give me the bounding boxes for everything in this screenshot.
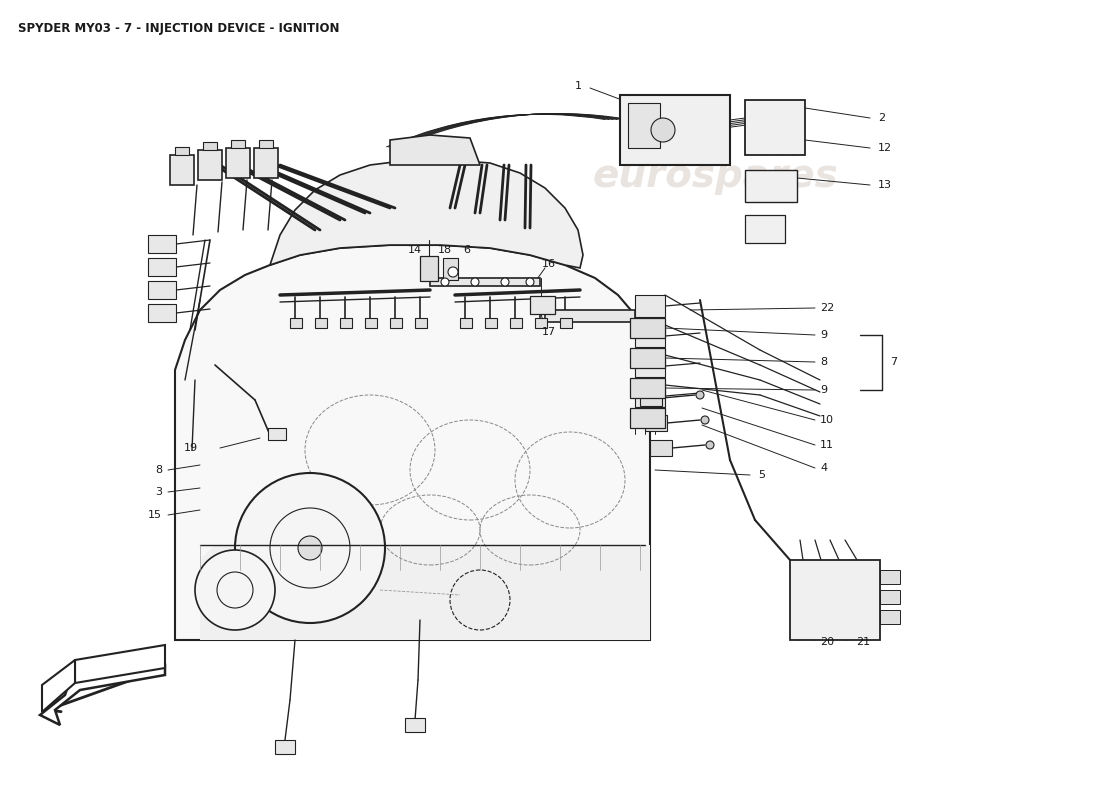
Circle shape xyxy=(526,278,534,286)
Bar xyxy=(430,278,540,286)
Bar xyxy=(560,318,572,328)
Text: 12: 12 xyxy=(878,143,892,153)
Bar xyxy=(175,147,189,155)
Circle shape xyxy=(701,416,710,424)
Bar xyxy=(148,258,176,276)
Text: 2: 2 xyxy=(878,113,886,123)
Bar xyxy=(231,140,245,148)
Bar xyxy=(880,610,900,624)
Bar xyxy=(630,318,666,338)
Text: 10: 10 xyxy=(820,415,834,425)
Circle shape xyxy=(696,391,704,399)
Text: eurospares: eurospares xyxy=(592,157,838,195)
Bar xyxy=(630,378,666,398)
Bar xyxy=(544,310,635,322)
Bar xyxy=(530,296,556,314)
Text: 22: 22 xyxy=(820,303,834,313)
Polygon shape xyxy=(75,645,165,683)
Circle shape xyxy=(706,441,714,449)
Bar xyxy=(650,440,672,456)
Circle shape xyxy=(448,267,458,277)
Bar xyxy=(620,95,730,165)
Text: 3: 3 xyxy=(155,487,162,497)
Text: 8: 8 xyxy=(820,357,827,367)
Polygon shape xyxy=(270,160,583,268)
Bar xyxy=(485,318,497,328)
Bar xyxy=(226,148,250,178)
Bar xyxy=(390,318,402,328)
Text: 17: 17 xyxy=(542,327,557,337)
Text: 16: 16 xyxy=(542,259,556,269)
Text: 15: 15 xyxy=(148,510,162,520)
Bar xyxy=(258,140,273,148)
Bar xyxy=(628,103,660,148)
Bar xyxy=(254,148,278,178)
Text: 20: 20 xyxy=(820,637,834,647)
Text: eurospares: eurospares xyxy=(207,461,453,499)
Bar xyxy=(315,318,327,328)
Text: 5: 5 xyxy=(758,470,764,480)
Bar xyxy=(635,295,666,317)
Bar xyxy=(635,385,666,407)
Bar xyxy=(745,170,798,202)
Polygon shape xyxy=(175,245,650,640)
Circle shape xyxy=(235,473,385,623)
Text: SPYDER MY03 - 7 - INJECTION DEVICE - IGNITION: SPYDER MY03 - 7 - INJECTION DEVICE - IGN… xyxy=(18,22,340,35)
Circle shape xyxy=(651,118,675,142)
Bar xyxy=(630,348,666,368)
Text: 9: 9 xyxy=(820,385,827,395)
Circle shape xyxy=(471,278,478,286)
Circle shape xyxy=(500,278,509,286)
Bar xyxy=(365,318,377,328)
Bar xyxy=(645,415,667,431)
Polygon shape xyxy=(40,665,165,725)
Text: 18: 18 xyxy=(438,245,452,255)
Bar xyxy=(630,408,666,428)
Text: 7: 7 xyxy=(890,357,898,367)
Bar xyxy=(880,590,900,604)
Bar xyxy=(340,318,352,328)
Bar xyxy=(148,235,176,253)
Bar xyxy=(204,142,217,150)
Text: 4: 4 xyxy=(820,463,827,473)
Bar xyxy=(510,318,522,328)
Text: 9: 9 xyxy=(820,330,827,340)
Bar xyxy=(443,258,458,280)
Polygon shape xyxy=(42,660,75,712)
Text: 13: 13 xyxy=(878,180,892,190)
Circle shape xyxy=(298,536,322,560)
Bar xyxy=(148,281,176,299)
Circle shape xyxy=(450,570,510,630)
Bar xyxy=(420,256,438,281)
Text: 21: 21 xyxy=(856,637,870,647)
Bar xyxy=(405,718,425,732)
Bar xyxy=(640,390,662,406)
Circle shape xyxy=(441,278,449,286)
Bar xyxy=(635,325,666,347)
Polygon shape xyxy=(200,545,650,640)
Polygon shape xyxy=(390,135,480,165)
Bar xyxy=(535,318,547,328)
Text: 14: 14 xyxy=(408,245,422,255)
Circle shape xyxy=(195,550,275,630)
Text: 6: 6 xyxy=(463,245,471,255)
Text: 19: 19 xyxy=(184,443,198,453)
Bar xyxy=(415,318,427,328)
Text: 1: 1 xyxy=(574,81,582,91)
Text: 8: 8 xyxy=(155,465,162,475)
Bar xyxy=(880,570,900,584)
Text: 11: 11 xyxy=(820,440,834,450)
Bar xyxy=(275,740,295,754)
Bar xyxy=(745,100,805,155)
Bar xyxy=(290,318,303,328)
Bar xyxy=(170,155,194,185)
Bar xyxy=(268,428,286,440)
Bar xyxy=(635,355,666,377)
Bar xyxy=(148,304,176,322)
Bar xyxy=(745,215,785,243)
Bar xyxy=(460,318,472,328)
Bar xyxy=(790,560,880,640)
Bar xyxy=(198,150,222,180)
